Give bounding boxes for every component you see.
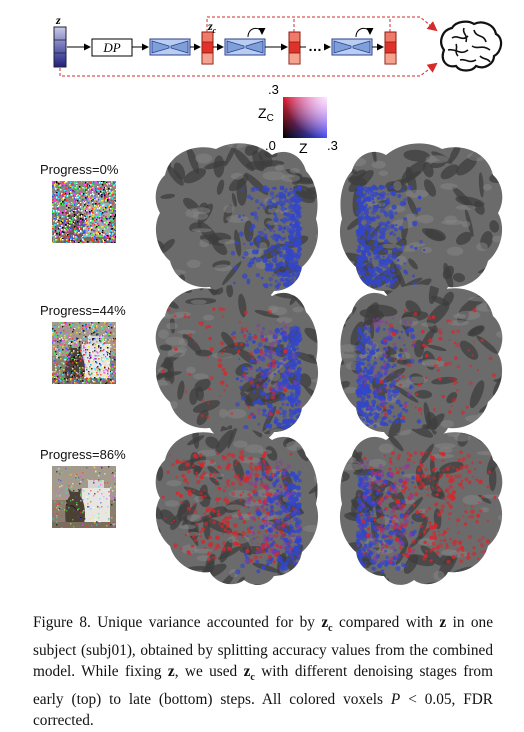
figure-caption: Figure 8. Unique variance accounted for … <box>33 612 493 732</box>
thumbnail-image <box>52 322 116 384</box>
dp-label: DP <box>102 40 120 55</box>
denoised-image-thumbnail <box>52 466 116 528</box>
colorkey-y-label: ZC <box>258 105 274 121</box>
progress-label: Progress=44% <box>40 303 126 318</box>
flatmap-left-hemisphere <box>150 422 330 590</box>
brain-icon <box>441 22 501 71</box>
colorkey-square <box>283 97 327 138</box>
pipeline-diagram: z DP zc … <box>40 12 510 80</box>
unet-block-1 <box>150 39 190 55</box>
flatmap-left-hemisphere <box>150 278 330 446</box>
colorkey-top-tick: .3 <box>268 82 279 97</box>
unet-block-2 <box>225 39 265 55</box>
z-vector <box>54 27 66 67</box>
zc-label: zc <box>207 19 217 35</box>
denoised-image-thumbnail <box>52 181 116 243</box>
flatmap-right-hemisphere <box>328 422 508 590</box>
zc-vector-3 <box>385 32 396 64</box>
thumbnail-image <box>52 466 116 528</box>
progress-label: Progress=0% <box>40 162 118 177</box>
thumbnail-image <box>52 181 116 243</box>
z-label: z <box>55 13 61 27</box>
zc-vector-1 <box>202 32 213 64</box>
ellipsis: … <box>308 38 322 54</box>
flatmap-right-hemisphere <box>328 278 508 446</box>
denoised-image-thumbnail <box>52 322 116 384</box>
unet-block-3 <box>332 39 372 55</box>
zc-vector-2 <box>289 32 300 64</box>
progress-label: Progress=86% <box>40 447 126 462</box>
